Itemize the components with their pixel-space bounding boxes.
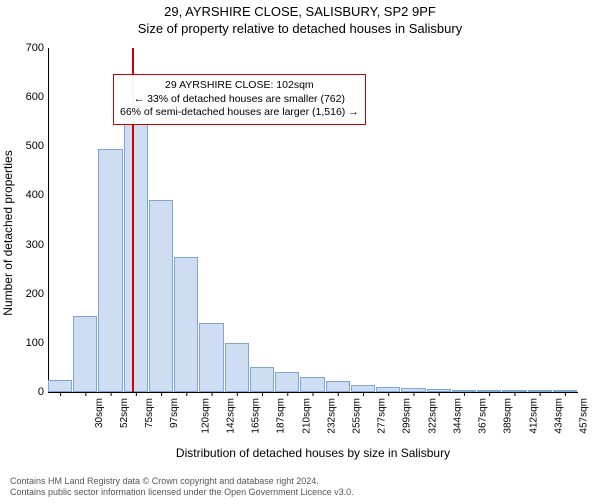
y-tick-label: 300 — [20, 239, 44, 251]
histogram-bar — [250, 367, 274, 392]
histogram-bar — [326, 381, 350, 392]
x-tick-label: 457sqm — [579, 398, 590, 434]
x-tick-label: 97sqm — [169, 398, 180, 428]
histogram-bar — [98, 149, 122, 392]
x-tick-label: 30sqm — [94, 398, 105, 428]
x-tick-label: 187sqm — [276, 398, 287, 434]
x-tick-label: 277sqm — [377, 398, 388, 434]
histogram-bar — [174, 257, 198, 392]
histogram-bar — [199, 323, 223, 392]
x-tick-label: 344sqm — [453, 398, 464, 434]
x-tick-label: 210sqm — [301, 398, 312, 434]
histogram-bar — [73, 316, 97, 392]
x-tick-label: 52sqm — [119, 398, 130, 428]
x-tick-label: 412sqm — [528, 398, 539, 434]
footer-line-2: Contains public sector information licen… — [10, 487, 354, 498]
info-box: 29 AYRSHIRE CLOSE: 102sqm ← 33% of detac… — [113, 74, 366, 125]
x-tick-label: 299sqm — [402, 398, 413, 434]
y-tick-label: 100 — [20, 337, 44, 349]
histogram-bar — [48, 380, 72, 392]
page-title-1: 29, AYRSHIRE CLOSE, SALISBURY, SP2 9PF — [0, 4, 600, 19]
histogram-bar — [427, 389, 451, 392]
histogram-bar — [477, 390, 501, 392]
x-tick-label: 142sqm — [225, 398, 236, 434]
x-tick-label: 120sqm — [200, 398, 211, 434]
x-tick-label: 165sqm — [251, 398, 262, 434]
histogram-bar — [351, 385, 375, 392]
histogram-bar — [300, 377, 324, 392]
x-tick-label: 367sqm — [478, 398, 489, 434]
info-line-2: ← 33% of detached houses are smaller (76… — [120, 93, 359, 107]
histogram-bar — [275, 372, 299, 392]
x-tick-label: 434sqm — [553, 398, 564, 434]
y-axis-label: Number of detached properties — [1, 150, 15, 315]
y-tick-label: 0 — [20, 386, 44, 398]
footer-line-1: Contains HM Land Registry data © Crown c… — [10, 476, 354, 487]
info-line-3: 66% of semi-detached houses are larger (… — [120, 106, 359, 120]
y-tick-label: 400 — [20, 189, 44, 201]
footer-licence: Contains HM Land Registry data © Crown c… — [10, 476, 354, 499]
histogram-bar — [553, 390, 577, 392]
y-tick-label: 700 — [20, 42, 44, 54]
histogram-bar — [502, 390, 526, 392]
x-tick-label: 255sqm — [352, 398, 363, 434]
info-line-1: 29 AYRSHIRE CLOSE: 102sqm — [120, 79, 359, 93]
histogram-bar — [225, 343, 249, 392]
chart-area: 29 AYRSHIRE CLOSE: 102sqm ← 33% of detac… — [48, 48, 578, 418]
x-tick-label: 75sqm — [144, 398, 155, 428]
y-tick-label: 200 — [20, 288, 44, 300]
y-tick-label: 500 — [20, 140, 44, 152]
histogram-bar — [376, 387, 400, 392]
x-tick-label: 322sqm — [427, 398, 438, 434]
x-tick-label: 232sqm — [326, 398, 337, 434]
page-title-2: Size of property relative to detached ho… — [0, 21, 600, 36]
x-tick-label: 389sqm — [503, 398, 514, 434]
histogram-bar — [452, 390, 476, 392]
histogram-bar — [401, 388, 425, 392]
x-axis-label: Distribution of detached houses by size … — [48, 446, 578, 460]
histogram-bar — [149, 200, 173, 392]
y-tick-label: 600 — [20, 91, 44, 103]
histogram-bar — [124, 102, 148, 392]
histogram-bar — [528, 390, 552, 392]
